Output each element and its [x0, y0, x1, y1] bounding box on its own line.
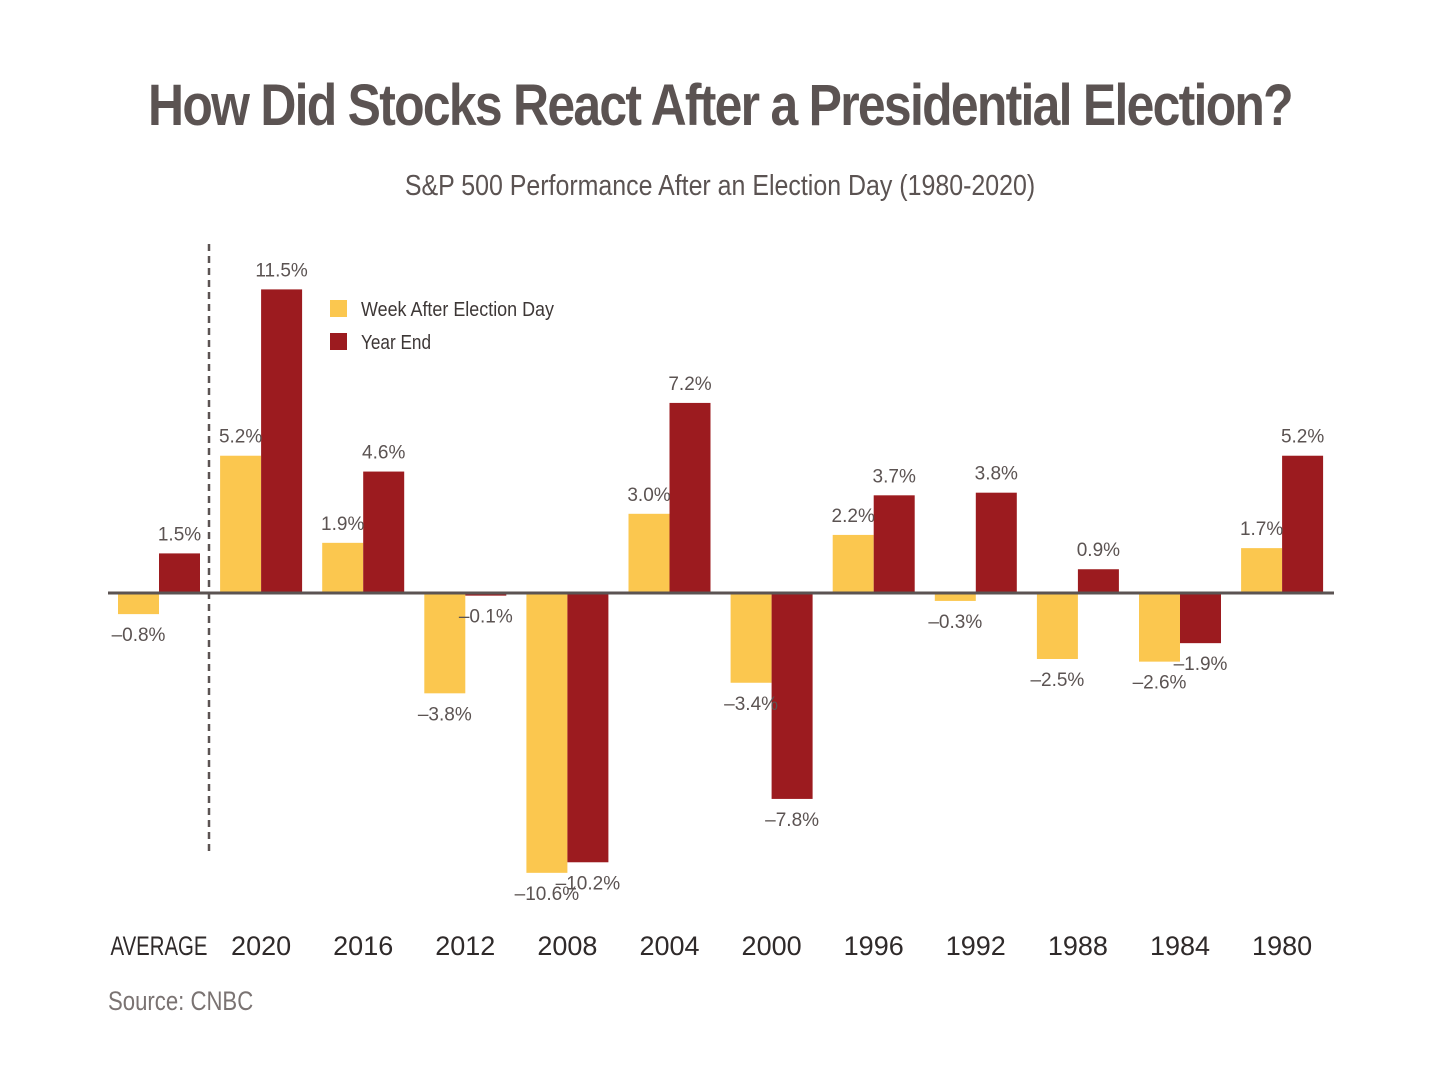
data-label-year-2020: 11.5%: [255, 260, 308, 281]
bar-week-2016: [322, 542, 364, 593]
data-label-year-1984: –1.9%: [1174, 654, 1228, 675]
category-label-2008: 2008: [537, 931, 597, 961]
bar-week-1980: [1241, 548, 1283, 593]
category-label-1980: 1980: [1252, 931, 1312, 961]
legend-label-week: Week After Election Day: [361, 299, 554, 321]
data-labels-group: –0.8% 1.5% 5.2% 11.5% 1.9% 4.6% –3.8% –0.1% –10.…: [112, 260, 1325, 904]
data-label-week-2004: 3.0%: [627, 485, 670, 506]
data-label-week-1984: –2.6%: [1133, 673, 1187, 694]
bar-year-2008: [567, 593, 609, 863]
data-label-year-2000: –7.8%: [765, 810, 819, 831]
data-label-year-2012: –0.1%: [459, 607, 513, 628]
category-label-2000: 2000: [742, 931, 802, 961]
category-label-average: AVERAGE: [111, 931, 208, 961]
chart-title: How Did Stocks React After a Presidentia…: [148, 73, 1294, 138]
bar-week-2008: [526, 593, 568, 873]
category-label-2004: 2004: [639, 931, 699, 961]
data-label-week-2012: –3.8%: [418, 704, 472, 725]
bar-year-1984: [1180, 593, 1221, 644]
category-label-1992: 1992: [946, 931, 1006, 961]
data-label-week-2008: –10.6%: [515, 884, 580, 905]
bar-week-2000: [730, 593, 772, 683]
bar-year-1980: [1282, 455, 1324, 593]
bar-week-1984: [1139, 593, 1180, 662]
data-label-year-1980: 5.2%: [1281, 427, 1324, 448]
bar-week-1996: [832, 534, 874, 593]
bar-year-2020: [261, 289, 303, 593]
data-label-week-2020: 5.2%: [219, 427, 262, 448]
bar-year-average: [159, 553, 200, 593]
bar-year-1992: [975, 492, 1017, 593]
bar-year-1988: [1077, 569, 1119, 593]
legend-label-year: Year End: [361, 332, 431, 354]
bar-year-2000: [771, 593, 813, 799]
bar-year-1996: [873, 495, 915, 593]
bar-year-2016: [363, 471, 405, 593]
bar-year-2004: [669, 402, 711, 593]
data-label-week-2000: –3.4%: [724, 694, 778, 715]
category-label-2020: 2020: [231, 931, 291, 961]
data-label-year-1996: 3.7%: [873, 466, 916, 487]
bar-week-2020: [220, 455, 262, 593]
data-label-year-2004: 7.2%: [668, 374, 711, 395]
data-label-year-1988: 0.9%: [1077, 540, 1120, 561]
data-label-week-1992: –0.3%: [928, 612, 982, 633]
data-label-week-1980: 1.7%: [1240, 519, 1283, 540]
data-label-year-1992: 3.8%: [975, 464, 1018, 485]
bar-week-average: [118, 593, 159, 615]
legend-swatch-year: [330, 333, 347, 350]
data-label-year-2008: –10.2%: [556, 873, 621, 894]
legend-swatch-week: [330, 300, 347, 317]
data-label-week-2016: 1.9%: [321, 514, 364, 535]
data-label-year-2016: 4.6%: [362, 443, 405, 464]
source-note: Source: CNBC: [108, 986, 254, 1016]
category-label-2016: 2016: [333, 931, 393, 961]
bar-week-2012: [424, 593, 466, 694]
data-label-week-1996: 2.2%: [832, 506, 875, 527]
bar-week-1988: [1036, 593, 1078, 659]
bar-week-1992: [934, 593, 976, 601]
bars-group: [118, 289, 1324, 873]
chart-subtitle: S&P 500 Performance After an Election Da…: [404, 170, 1036, 202]
category-label-1984: 1984: [1150, 931, 1210, 961]
legend: Week After Election Day Year End: [330, 299, 554, 354]
category-label-1988: 1988: [1048, 931, 1108, 961]
data-label-year-average: 1.5%: [158, 524, 201, 545]
category-label-1996: 1996: [844, 931, 904, 961]
data-label-week-1988: –2.5%: [1030, 670, 1084, 691]
bar-week-2004: [628, 513, 670, 593]
data-label-week-average: –0.8%: [112, 625, 166, 646]
category-label-2012: 2012: [435, 931, 495, 961]
category-labels-group: AVERAGE 2020 2016 2012 2008 2004 2000 1996 1992 1…: [111, 931, 1313, 961]
